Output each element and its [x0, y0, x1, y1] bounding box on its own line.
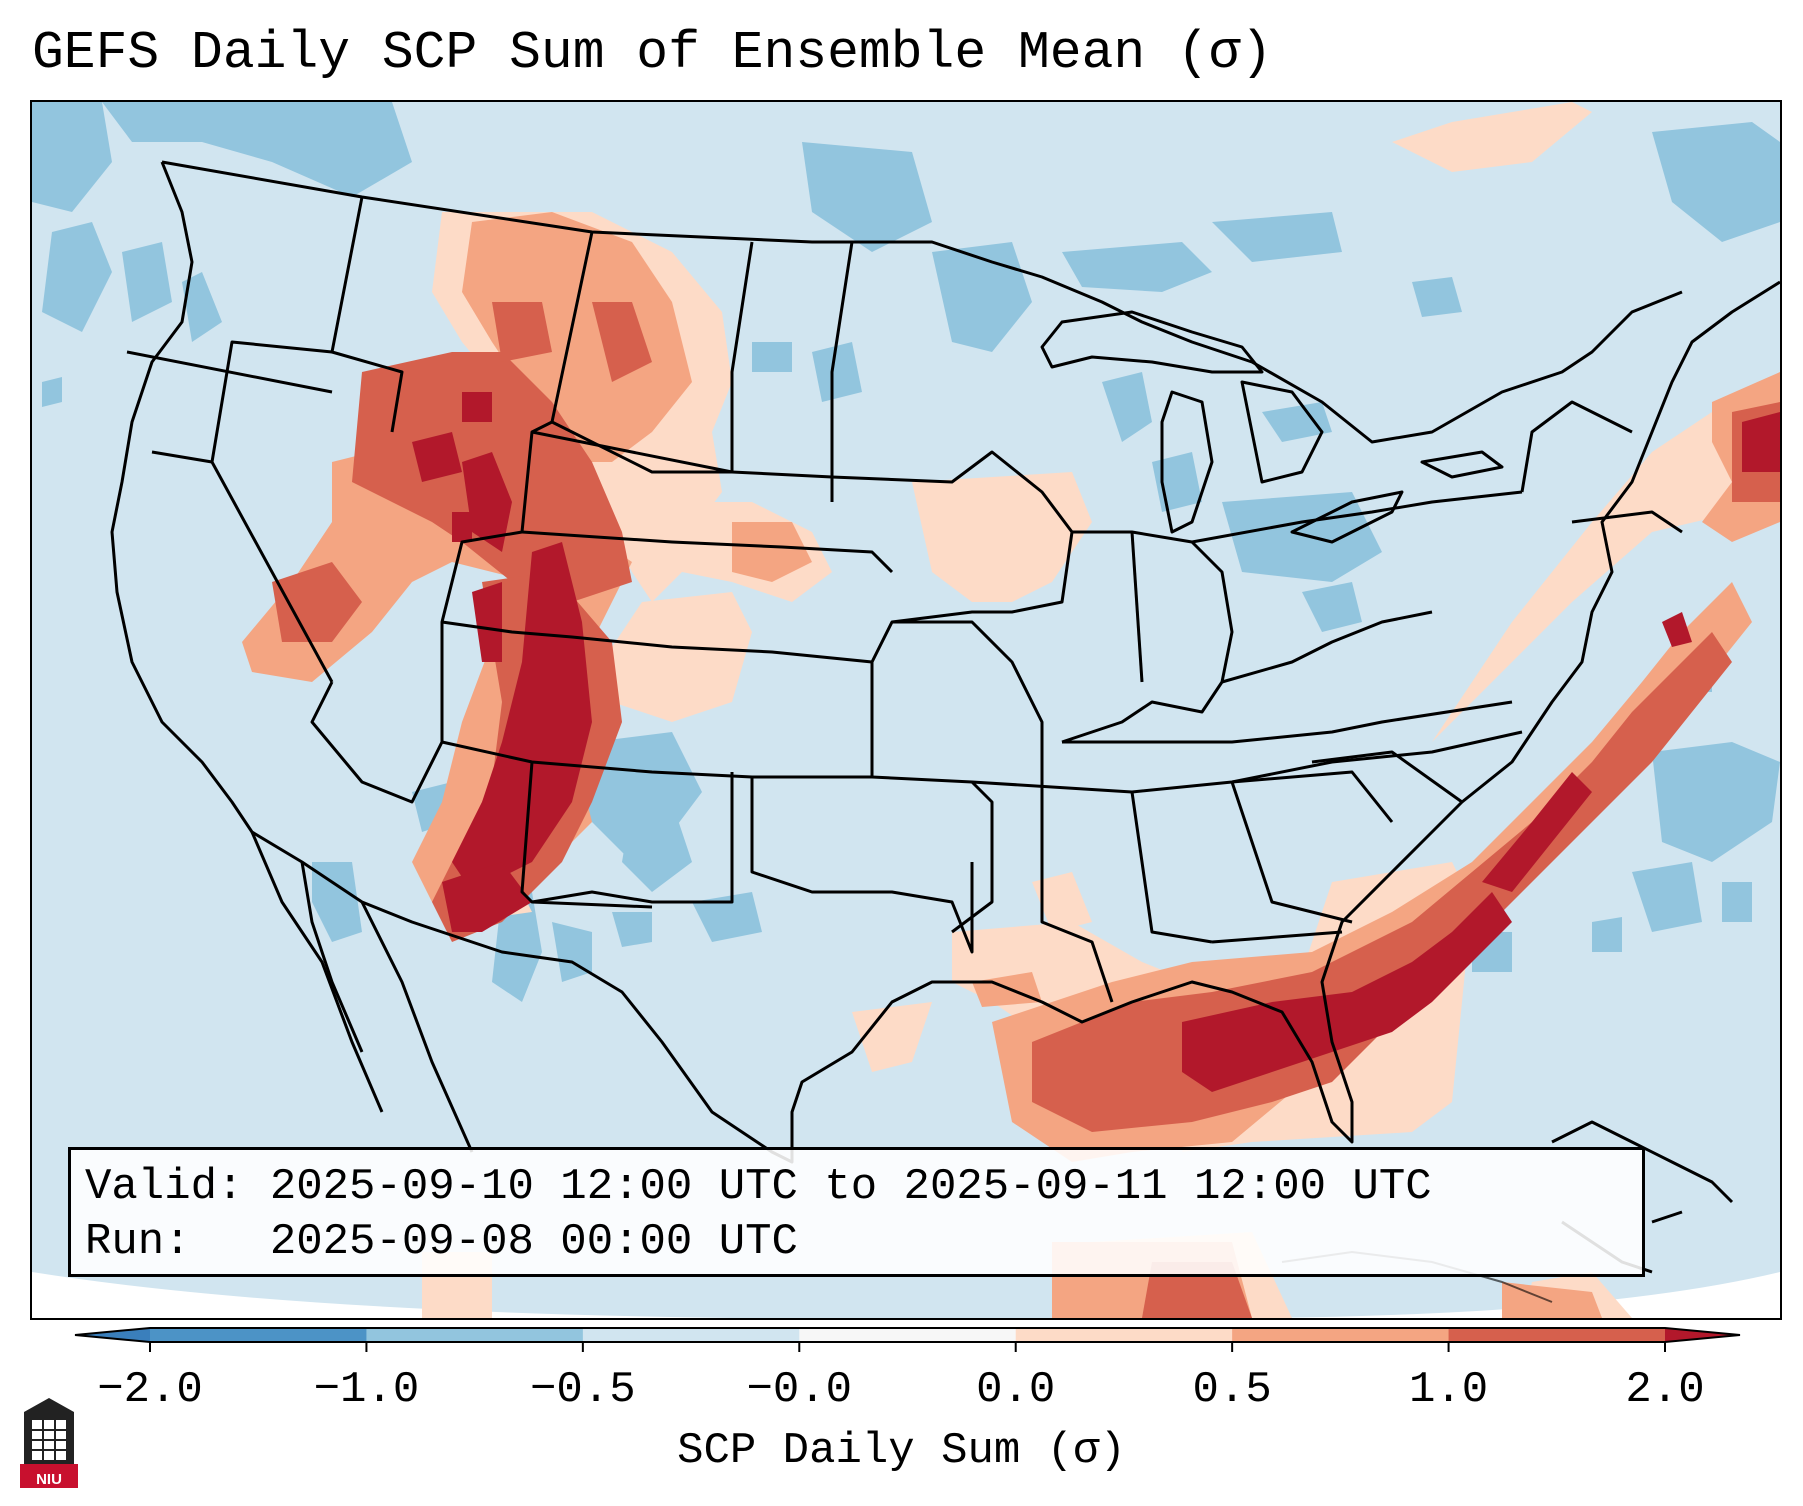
colorbar-extend-above: [1665, 1328, 1740, 1342]
colorbar-outline: [74, 1327, 1741, 1343]
colorbar-label: SCP Daily Sum (σ): [677, 1426, 1126, 1476]
colorbar-tick-label: −0.5: [530, 1365, 636, 1415]
colorbar-segments: [75, 1328, 1740, 1342]
lake-ontario: [1420, 450, 1504, 479]
colorbar-bin: [366, 1328, 584, 1342]
colorbar-bin: [1232, 1328, 1450, 1342]
negative-anomaly-patches: [32, 102, 1780, 1002]
baja-coast: [250, 831, 384, 1113]
lake-superior: [1040, 310, 1264, 374]
colorbar-tick-label: 1.0: [1408, 1365, 1489, 1415]
niu-logo: NIU: [20, 1392, 78, 1490]
colorbar-tick-label: −2.0: [97, 1365, 203, 1415]
caribbean-islands: [1551, 1120, 1734, 1204]
state-borders: [110, 160, 1780, 1274]
lake-michigan: [1160, 390, 1214, 534]
colorbar-bin: [799, 1328, 1017, 1342]
colorbar-tick-label: −0.0: [746, 1365, 853, 1415]
colorbar-bin: [1448, 1328, 1666, 1342]
colorbar-bin: [150, 1328, 367, 1342]
colorbar-bin: [1015, 1328, 1233, 1342]
positive-anomaly-extreme: [412, 392, 1780, 1092]
colorbar-tick-label: 2.0: [1625, 1365, 1705, 1415]
lake-huron: [1240, 380, 1324, 484]
map-canvas: [32, 102, 1780, 1318]
us-outline: [110, 161, 1780, 1164]
colorbar-tick-label: 0.0: [976, 1365, 1056, 1415]
map-panel[interactable]: Valid: 2025-09-10 12:00 UTC to 2025-09-1…: [30, 100, 1782, 1320]
colorbar-bin: [582, 1328, 800, 1342]
colorbar-tick-label: −1.0: [313, 1365, 420, 1415]
run-label: Run:: [85, 1217, 191, 1267]
lake-erie: [1290, 490, 1404, 544]
valid-run-info-box: Valid: 2025-09-10 12:00 UTC to 2025-09-1…: [68, 1147, 1645, 1277]
colorbar-tick-label: 0.5: [1192, 1365, 1272, 1415]
colorbar-extend-below: [75, 1328, 150, 1342]
valid-time-range: 2025-09-10 12:00 UTC to 2025-09-11 12:00…: [269, 1162, 1432, 1212]
niu-logo-text: NIU: [36, 1471, 62, 1488]
projection-domain: [32, 102, 1780, 1318]
valid-label: Valid:: [85, 1162, 244, 1212]
run-time: 2025-09-08 00:00 UTC: [269, 1217, 798, 1267]
colorbar-ticks: [149, 1342, 1666, 1352]
map-title: GEFS Daily SCP Sum of Ensemble Mean (σ): [32, 23, 1273, 83]
